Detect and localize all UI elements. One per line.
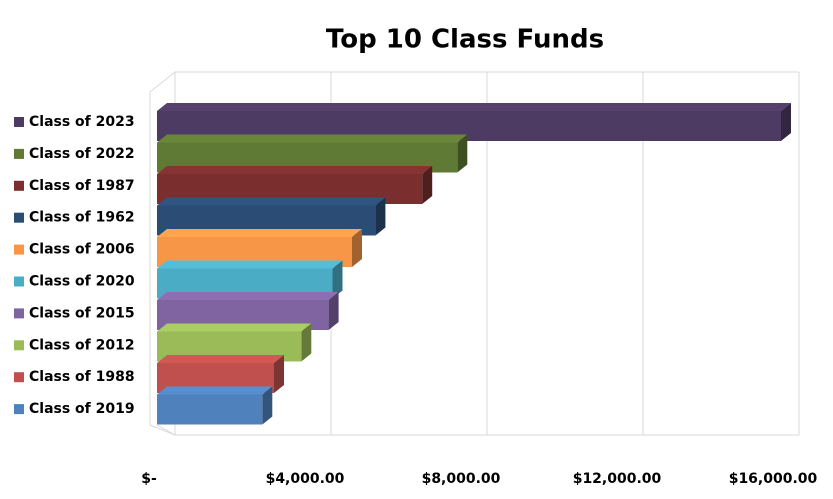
bar bbox=[157, 394, 263, 425]
legend-label: Class of 2020 bbox=[29, 274, 135, 290]
bar-top bbox=[157, 260, 343, 269]
bar-top bbox=[157, 166, 433, 174]
legend-label: Class of 1987 bbox=[29, 178, 135, 194]
bar-side bbox=[301, 323, 312, 362]
bar-side bbox=[352, 229, 362, 267]
bar-side bbox=[422, 166, 433, 204]
bar-top bbox=[157, 229, 362, 237]
legend-swatch bbox=[14, 340, 24, 351]
bar-top bbox=[157, 292, 339, 300]
legend-swatch bbox=[14, 308, 24, 319]
x-tick-label: $8,000.00 bbox=[422, 471, 501, 487]
legend-label: Class of 2006 bbox=[29, 242, 135, 258]
x-tick-label: $12,000.00 bbox=[573, 471, 662, 487]
x-tick-label: $- bbox=[141, 471, 157, 487]
bar-side bbox=[375, 197, 386, 236]
legend-swatch bbox=[14, 372, 24, 383]
bar-side bbox=[332, 260, 343, 299]
bar-top bbox=[157, 134, 468, 143]
bar-top bbox=[157, 355, 284, 363]
legend-label: Class of 2015 bbox=[29, 305, 135, 321]
floor-edge bbox=[156, 424, 799, 436]
legend-swatch bbox=[14, 276, 24, 287]
chart-title: Top 10 Class Funds bbox=[326, 25, 604, 55]
legend-swatch bbox=[14, 244, 24, 255]
bar-side bbox=[328, 292, 339, 330]
bar-top bbox=[157, 386, 273, 395]
bar-top bbox=[157, 197, 386, 206]
legend-swatch bbox=[14, 148, 24, 159]
legend-swatch bbox=[14, 212, 24, 223]
legend-label: Class of 2022 bbox=[29, 146, 135, 162]
bar-side bbox=[781, 103, 791, 141]
legend-label: Class of 1962 bbox=[29, 210, 135, 226]
bar-side bbox=[262, 386, 273, 425]
legend-swatch bbox=[14, 404, 24, 415]
legend-label: Class of 2019 bbox=[29, 401, 135, 417]
x-tick-label: $16,000.00 bbox=[729, 471, 818, 487]
bar-top bbox=[157, 103, 791, 111]
bar-side bbox=[274, 355, 284, 393]
legend-swatch bbox=[14, 180, 24, 191]
legend-label: Class of 2023 bbox=[29, 114, 135, 130]
legend-swatch bbox=[14, 117, 24, 127]
bar-side bbox=[457, 134, 468, 173]
bar-top bbox=[157, 323, 312, 332]
legend-label: Class of 1988 bbox=[29, 369, 135, 385]
legend-label: Class of 2012 bbox=[29, 337, 135, 353]
x-tick-label: $4,000.00 bbox=[266, 471, 345, 487]
